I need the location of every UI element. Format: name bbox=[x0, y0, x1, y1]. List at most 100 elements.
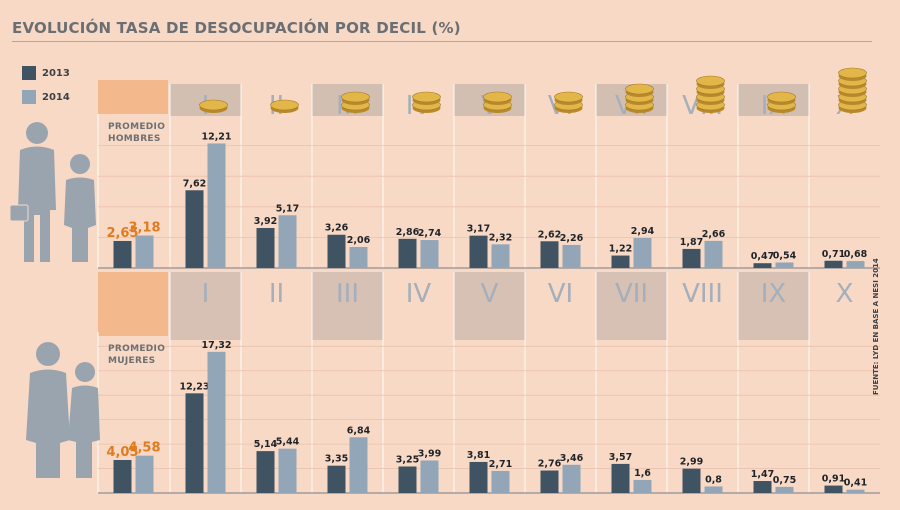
decil-label-II: II bbox=[269, 279, 284, 309]
decil-label-VIII: VIII bbox=[682, 279, 723, 309]
bar-2013-promedio-mujeres bbox=[113, 459, 132, 493]
data-label-2013-3: 3,35 bbox=[325, 454, 348, 465]
data-label-2013-4: 2,86 bbox=[396, 227, 420, 238]
data-label-2013-2: 3,92 bbox=[254, 216, 277, 227]
bar-2014-iv bbox=[420, 460, 439, 493]
data-label-2014-7: 2,94 bbox=[631, 226, 655, 237]
bar-2014-iii bbox=[349, 437, 368, 493]
bar-2013-ii bbox=[256, 451, 275, 493]
bar-2013-viii bbox=[682, 468, 701, 493]
bar-2013-vi bbox=[540, 241, 559, 268]
decil-header-band bbox=[312, 272, 383, 340]
data-label-2013-9: 1,47 bbox=[751, 469, 774, 480]
data-label-2014-9: 0,54 bbox=[773, 250, 797, 261]
data-label-2013-0: 4,05 bbox=[106, 445, 138, 460]
woman-silhouette-icon bbox=[26, 369, 70, 478]
decil-label-IX: IX bbox=[761, 279, 786, 309]
bar-2013-ii bbox=[256, 228, 275, 268]
data-label-2013-8: 1,87 bbox=[680, 237, 703, 248]
bar-2014-v bbox=[491, 244, 510, 268]
coin-stack-icon bbox=[625, 83, 654, 95]
source-note: FUENTE: LYD EN BASE A NESI 2014 bbox=[872, 258, 880, 395]
data-label-2013-10: 0,71 bbox=[822, 249, 845, 260]
man-silhouette-icon bbox=[18, 146, 56, 262]
bar-2013-iii bbox=[327, 234, 346, 268]
bar-2013-i bbox=[185, 393, 204, 493]
data-label-2014-2: 5,17 bbox=[276, 203, 299, 214]
data-label-2013-7: 3,57 bbox=[609, 452, 632, 463]
bar-2014-iii bbox=[349, 246, 368, 268]
bar-2013-viii bbox=[682, 248, 701, 268]
bar-2014-ix bbox=[775, 262, 794, 268]
bar-2013-iv bbox=[398, 466, 417, 493]
data-label-2013-5: 3,81 bbox=[467, 450, 490, 461]
bar-2014-vii bbox=[633, 479, 652, 493]
data-label-2013-2: 5,14 bbox=[254, 439, 278, 450]
data-label-2013-1: 12,23 bbox=[179, 381, 209, 392]
promedio-mujeres-header bbox=[98, 272, 168, 336]
data-label-2014-10: 0,68 bbox=[844, 249, 868, 260]
decil-header-band bbox=[596, 272, 667, 340]
bar-2014-vi bbox=[562, 464, 581, 493]
bar-2014-ii bbox=[278, 448, 297, 493]
decil-header-band bbox=[738, 272, 809, 340]
bar-2014-x bbox=[846, 261, 865, 268]
legend-label-2013: 2013 bbox=[42, 68, 70, 79]
coin-stack-icon bbox=[554, 91, 583, 103]
bar-2014-promedio-mujeres bbox=[135, 455, 154, 493]
data-label-2014-6: 2,26 bbox=[560, 233, 584, 244]
woman-silhouette-icon bbox=[68, 385, 100, 478]
bar-2013-vi bbox=[540, 470, 559, 493]
title-divider bbox=[12, 41, 872, 42]
data-label-2014-1: 12,21 bbox=[201, 131, 231, 142]
data-label-2013-3: 3,26 bbox=[325, 223, 349, 234]
data-label-2013-0: 2,65 bbox=[106, 226, 138, 241]
promedio-mujeres-label: PROMEDIO MUJERES bbox=[108, 344, 166, 366]
man-silhouette-icon bbox=[26, 122, 48, 144]
bar-2014-x bbox=[846, 489, 865, 493]
data-label-2014-8: 0,8 bbox=[705, 474, 722, 485]
data-label-2013-10: 0,91 bbox=[822, 474, 845, 485]
bar-2014-ii bbox=[278, 215, 297, 268]
data-label-2013-5: 3,17 bbox=[467, 224, 490, 235]
bar-2013-x bbox=[824, 485, 843, 493]
data-label-2013-4: 3,25 bbox=[396, 455, 419, 466]
data-label-2013-6: 2,62 bbox=[538, 229, 561, 240]
decil-label-VI: VI bbox=[548, 279, 573, 309]
data-label-2014-2: 5,44 bbox=[276, 437, 300, 448]
data-label-2014-4: 3,99 bbox=[418, 448, 441, 459]
bar-2014-iv bbox=[420, 240, 439, 268]
bar-2014-v bbox=[491, 470, 510, 493]
coin-stack-icon bbox=[767, 91, 796, 103]
bar-2014-promedio-hombres bbox=[135, 235, 154, 268]
promedio-hombres-header bbox=[98, 80, 168, 114]
legend-swatch-2013 bbox=[22, 66, 36, 80]
data-label-2014-3: 2,06 bbox=[347, 235, 371, 246]
bar-2014-vi bbox=[562, 244, 581, 268]
bar-2013-iv bbox=[398, 238, 417, 268]
woman-silhouette-icon bbox=[75, 362, 95, 382]
briefcase-icon bbox=[9, 204, 29, 222]
decil-label-IV: IV bbox=[406, 279, 432, 309]
coin-stack-icon bbox=[483, 91, 512, 103]
bar-2014-ix bbox=[775, 486, 794, 493]
woman-silhouette-icon bbox=[64, 177, 96, 262]
bar-2013-vii bbox=[611, 255, 630, 268]
coin-stack-icon bbox=[838, 67, 867, 79]
coin-stack-icon bbox=[412, 91, 441, 103]
decil-label-I: I bbox=[202, 279, 210, 309]
decil-label-V: V bbox=[481, 279, 499, 309]
bar-2014-viii bbox=[704, 486, 723, 493]
data-label-2014-6: 3,46 bbox=[560, 453, 584, 464]
chart-title: EVOLUCIÓN TASA DE DESOCUPACIÓN POR DECIL… bbox=[12, 19, 461, 37]
decil-label-VII: VII bbox=[615, 279, 648, 309]
bar-2013-v bbox=[469, 235, 488, 268]
data-label-2014-1: 17,32 bbox=[201, 340, 231, 351]
bar-2013-i bbox=[185, 190, 204, 268]
data-label-2014-3: 6,84 bbox=[347, 425, 371, 436]
data-label-2014-9: 0,75 bbox=[773, 475, 796, 486]
data-label-2014-5: 2,32 bbox=[489, 232, 512, 243]
bar-2013-promedio-hombres bbox=[113, 240, 132, 268]
bar-2013-ix bbox=[753, 481, 772, 493]
